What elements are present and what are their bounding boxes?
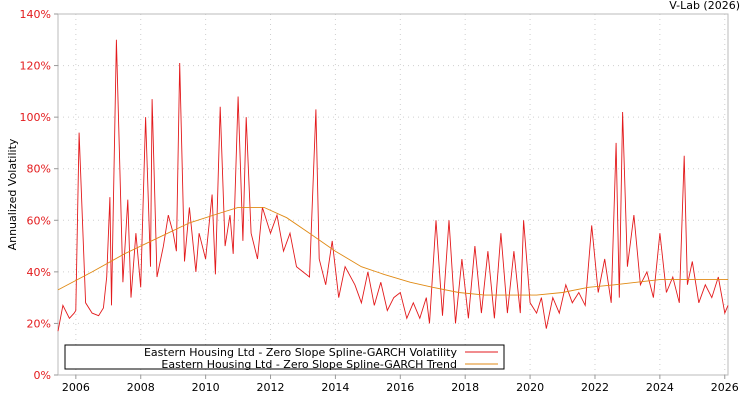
x-tick-label: 2014: [321, 381, 349, 394]
legend: Eastern Housing Ltd - Zero Slope Spline-…: [64, 344, 505, 371]
x-tick-label: 2022: [581, 381, 609, 394]
x-tick-label: 2006: [62, 381, 90, 394]
y-tick-label: 20%: [27, 317, 51, 330]
x-tick-label: 2018: [451, 381, 479, 394]
legend-label-trend: Eastern Housing Ltd - Zero Slope Spline-…: [161, 358, 457, 371]
y-tick-label: 60%: [27, 214, 51, 227]
y-axis-label: Annualized Volatility: [6, 138, 19, 250]
x-tick-label: 2008: [127, 381, 155, 394]
volatility-series-line: [57, 39, 729, 332]
x-tick-label: 2016: [386, 381, 414, 394]
x-axis-ticks: 2006 2008 2010 2012 2014 2016 2018 2020 2022 2024…: [62, 375, 739, 394]
y-tick-label: 0%: [34, 369, 51, 382]
x-tick-label: 2012: [257, 381, 285, 394]
y-tick-label: 40%: [27, 266, 51, 279]
legend-box: [64, 344, 505, 370]
grid: [58, 14, 728, 375]
x-tick-label: 2026: [711, 381, 739, 394]
y-tick-label: 100%: [20, 111, 51, 124]
plot-frame: [57, 13, 729, 376]
y-tick-label: 120%: [20, 60, 51, 73]
y-tick-label: 140%: [20, 8, 51, 21]
x-tick-label: 2024: [646, 381, 674, 394]
x-tick-label: 2020: [516, 381, 544, 394]
x-tick-label: 2010: [192, 381, 220, 394]
y-axis-ticks: 0% 20% 40% 60% 80% 100% 120% 140%: [20, 8, 58, 382]
trend-series-line: [57, 206, 728, 296]
y-tick-label: 80%: [27, 163, 51, 176]
chart-credit: V-Lab (2026): [669, 0, 740, 12]
legend-label-volatility: Eastern Housing Ltd - Zero Slope Spline-…: [144, 346, 457, 359]
